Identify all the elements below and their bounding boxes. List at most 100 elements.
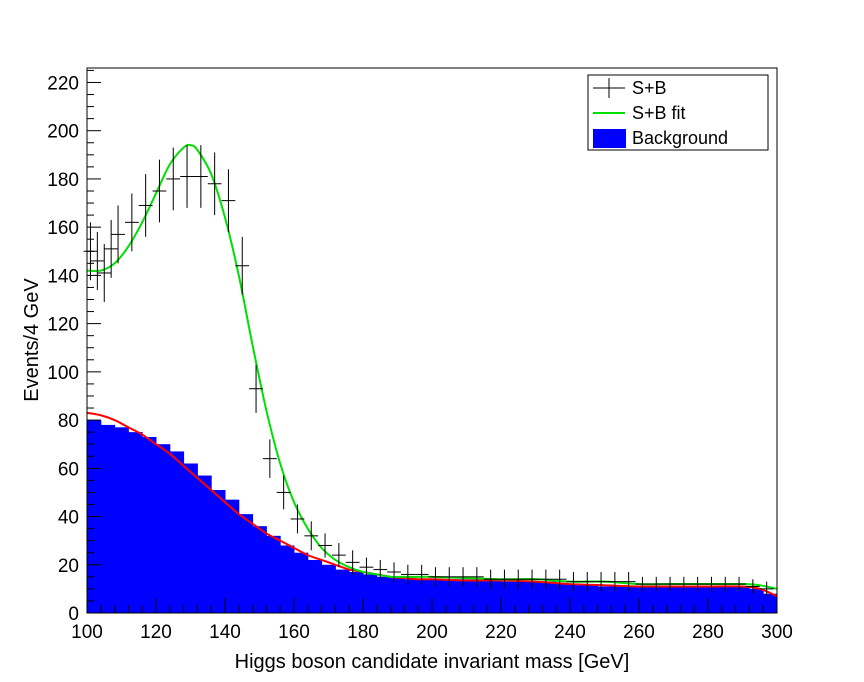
y-tick-label: 160	[47, 218, 79, 239]
sb-data-point	[111, 205, 125, 264]
sb-data-point	[104, 219, 119, 278]
background-bar	[597, 586, 612, 613]
background-bar	[514, 581, 530, 613]
background-bar	[114, 427, 129, 613]
sb-data-point	[525, 569, 539, 589]
background-bar	[183, 463, 198, 613]
sb-data-point	[552, 569, 567, 589]
background-bar	[266, 535, 281, 613]
x-tick-label: 100	[71, 622, 103, 643]
x-tick-label: 180	[347, 622, 379, 643]
background-bar	[349, 572, 364, 613]
sb-data-point	[193, 145, 208, 208]
sb-data-point	[594, 572, 608, 592]
background-bar	[211, 490, 226, 613]
sb-data-point	[138, 174, 153, 237]
sb-data-point	[663, 576, 677, 592]
background-bar	[294, 552, 309, 613]
y-tick-label: 100	[47, 363, 79, 384]
y-tick-label: 180	[47, 170, 79, 191]
sb-data-point	[207, 152, 222, 216]
background-bar	[156, 444, 171, 613]
legend-fill-icon	[593, 129, 626, 148]
sb-data-point	[538, 569, 553, 589]
background-bar	[501, 581, 516, 613]
background-bar	[225, 499, 240, 613]
background-bar	[652, 586, 668, 613]
sb-data-point	[359, 557, 374, 577]
background-bar	[639, 586, 654, 613]
sb-data-point	[704, 576, 719, 592]
sb-data-point	[345, 550, 360, 575]
sb-data-point	[318, 533, 332, 558]
x-tick-label: 260	[623, 622, 655, 643]
background-bar	[583, 584, 599, 613]
sb-data-point	[621, 572, 636, 592]
x-tick-label: 240	[554, 622, 586, 643]
sb-data-point	[166, 147, 181, 211]
sb-data-point	[607, 572, 622, 592]
background-bar	[556, 584, 571, 613]
sb-data-point	[90, 231, 105, 290]
sb-data-point	[442, 567, 457, 587]
y-tick-label: 120	[47, 315, 79, 336]
background-bar	[321, 564, 336, 613]
legend-label: Background	[632, 128, 728, 148]
background-bar	[708, 586, 723, 613]
legend-label: S+B fit	[632, 103, 686, 123]
sb-data-point	[400, 564, 415, 585]
background-bar	[570, 584, 585, 613]
legend: S+B S+B fit Background	[587, 74, 769, 151]
y-tick-label: 220	[47, 73, 79, 94]
background-bar	[238, 514, 254, 613]
background-bar	[694, 586, 709, 613]
y-tick-label: 0	[68, 604, 79, 625]
background-bar	[432, 579, 447, 613]
sb-data-point	[373, 559, 388, 580]
legend-entry: S+B	[593, 78, 667, 98]
background-bar	[749, 588, 764, 613]
background-bar	[666, 586, 681, 613]
sb-data-point	[718, 576, 733, 592]
x-axis-label: Higgs boson candidate invariant mass [Ge…	[235, 651, 630, 673]
y-tick-label: 140	[47, 266, 79, 287]
background-bar	[418, 579, 433, 613]
legend-entry: S+B fit	[593, 103, 686, 123]
sb-data-point	[511, 569, 526, 589]
sb-data-point	[249, 364, 263, 413]
y-tick-label: 60	[58, 459, 79, 480]
sb-data-point	[469, 567, 484, 587]
y-tick-label: 200	[47, 122, 79, 143]
background-bar	[459, 579, 474, 613]
background-bar	[528, 581, 543, 613]
background-bar	[487, 579, 502, 613]
background-bar	[404, 579, 419, 613]
background-bar	[335, 569, 350, 613]
sb-data-point	[676, 576, 691, 592]
x-tick-label: 120	[140, 622, 172, 643]
background-bar	[390, 576, 405, 613]
y-axis-label: Events/4 GeV	[21, 278, 43, 402]
sb-data-point	[566, 572, 581, 592]
sb-data-point	[304, 521, 319, 551]
x-tick-label: 300	[761, 622, 793, 643]
x-tick-label: 280	[692, 622, 724, 643]
background-bar	[611, 586, 626, 613]
x-tick-label: 200	[416, 622, 448, 643]
sb-data-point	[456, 567, 470, 587]
x-tick-label: 220	[485, 622, 517, 643]
background-fit-line	[86, 411, 778, 598]
y-tick-label: 40	[58, 508, 79, 529]
sb-data-point	[235, 236, 250, 295]
background-bar	[376, 576, 392, 613]
sb-data-point	[483, 569, 498, 589]
x-tick-label: 140	[209, 622, 241, 643]
background-bar	[252, 526, 267, 613]
sb-data-point	[690, 576, 705, 592]
background-bar	[280, 545, 295, 613]
background-bar	[128, 432, 143, 613]
background-bar	[721, 586, 737, 613]
sb-data-point	[732, 576, 746, 592]
background-bar	[763, 593, 778, 613]
